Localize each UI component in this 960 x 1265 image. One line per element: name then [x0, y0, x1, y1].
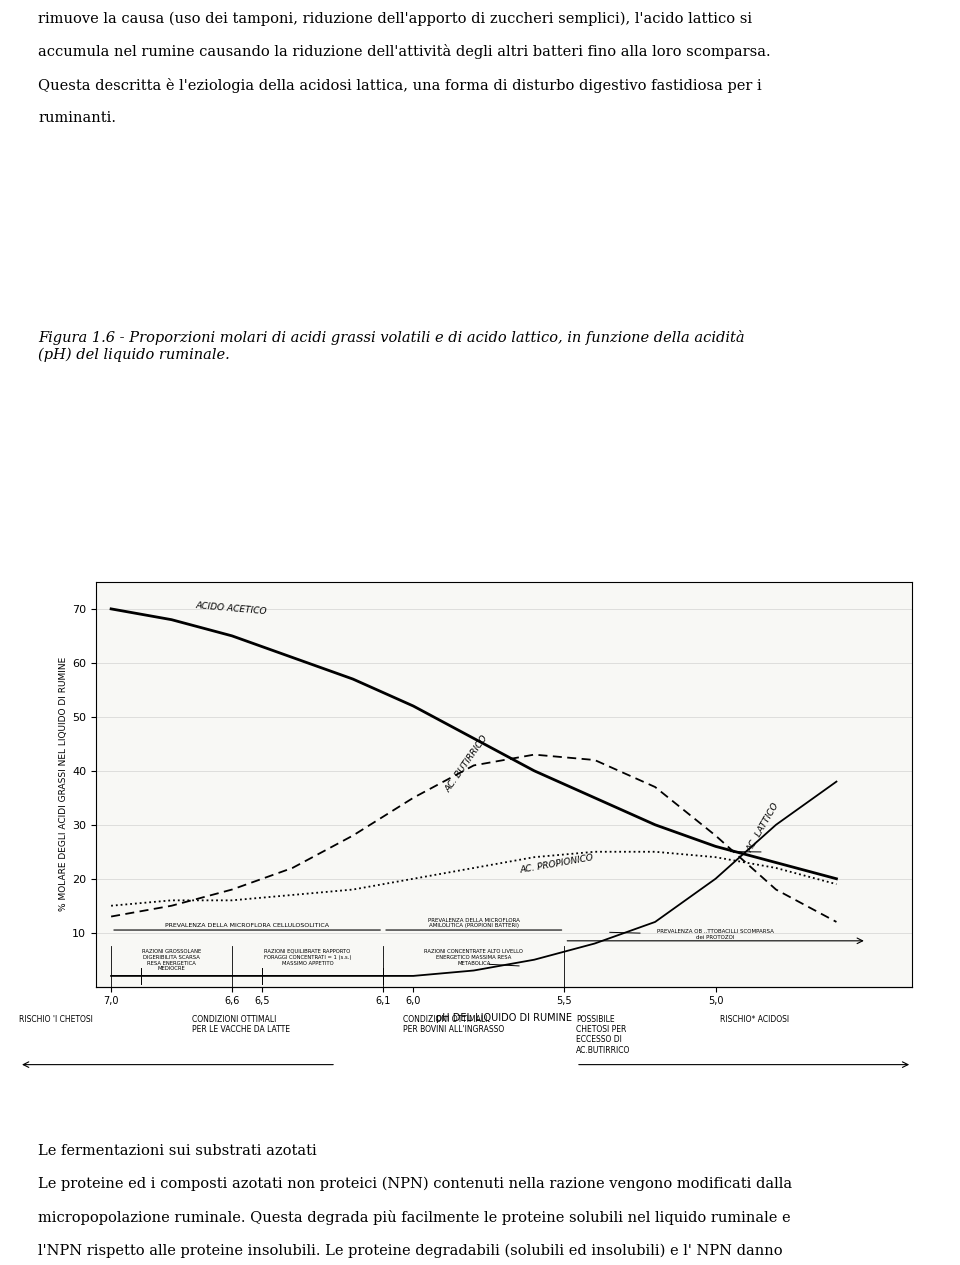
Text: PREVALENZA DELLA MICROFLORA
AMILOLITICA (PROPIONI BATTERI): PREVALENZA DELLA MICROFLORA AMILOLITICA …	[428, 917, 519, 929]
Text: RISCHIO 'I CHETOSI: RISCHIO 'I CHETOSI	[19, 1015, 93, 1023]
Text: RAZIONI GROSSOLANE
DIGERIBILITA SCARSA
RESA ENERGETICA
MEDIOCRE: RAZIONI GROSSOLANE DIGERIBILITA SCARSA R…	[142, 949, 202, 972]
Text: AC. BUTIRRICO: AC. BUTIRRICO	[444, 734, 490, 794]
Text: RISCHIO* ACIDOSI: RISCHIO* ACIDOSI	[720, 1015, 789, 1023]
Text: PREVALENZA OB ..TTOBACILLI SCOMPARSA
dei PROTOZOI: PREVALENZA OB ..TTOBACILLI SCOMPARSA dei…	[657, 929, 774, 940]
Y-axis label: % MOLARE DEGLI ACIDI GRASSI NEL LIQUIDO DI RUMINE: % MOLARE DEGLI ACIDI GRASSI NEL LIQUIDO …	[59, 658, 68, 911]
Text: RAZIONI CONCENTRATE ALTO LIVELLO
ENERGETICO MASSIMA RESA
METABOLICA: RAZIONI CONCENTRATE ALTO LIVELLO ENERGET…	[424, 949, 523, 965]
Text: AC. PROPIONICO: AC. PROPIONICO	[519, 854, 594, 875]
Text: RAZIONI EQUILIBRATE RAPPORTO
FORAGGI CONCENTRATI = 1 (s.s.)
MASSIMO APPETITO: RAZIONI EQUILIBRATE RAPPORTO FORAGGI CON…	[264, 949, 351, 965]
Text: rimuove la causa (uso dei tamponi, riduzione dell'apporto di zuccheri semplici),: rimuove la causa (uso dei tamponi, riduz…	[38, 11, 771, 125]
Text: ACIDO ACETICO: ACIDO ACETICO	[196, 601, 268, 616]
Text: PREVALENZA DELLA MICROFLORA CELLULOSOLITICA: PREVALENZA DELLA MICROFLORA CELLULOSOLIT…	[165, 923, 329, 929]
Text: POSSIBILE
CHETOSI PER
ECCESSO DI
AC.BUTIRRICO: POSSIBILE CHETOSI PER ECCESSO DI AC.BUTI…	[576, 1015, 631, 1055]
Text: Le fermentazioni sui substrati azotati

Le proteine ed i composti azotati non pr: Le fermentazioni sui substrati azotati L…	[38, 1112, 793, 1265]
Text: CONDIZIONI OTTIMALI
PER LE VACCHE DA LATTE: CONDIZIONI OTTIMALI PER LE VACCHE DA LAT…	[192, 1015, 290, 1034]
Text: Figura 1.6 - Proporzioni molari di acidi grassi volatili e di acido lattico, in : Figura 1.6 - Proporzioni molari di acidi…	[38, 330, 745, 362]
Text: CONDIZIONI OTTIMALI
PER BOVINI ALL'INGRASSO: CONDIZIONI OTTIMALI PER BOVINI ALL'INGRA…	[403, 1015, 504, 1034]
Text: AC. LATTICO: AC. LATTICO	[746, 801, 781, 854]
X-axis label: pH DEL LIQUIDO DI RUMINE: pH DEL LIQUIDO DI RUMINE	[436, 1013, 572, 1023]
